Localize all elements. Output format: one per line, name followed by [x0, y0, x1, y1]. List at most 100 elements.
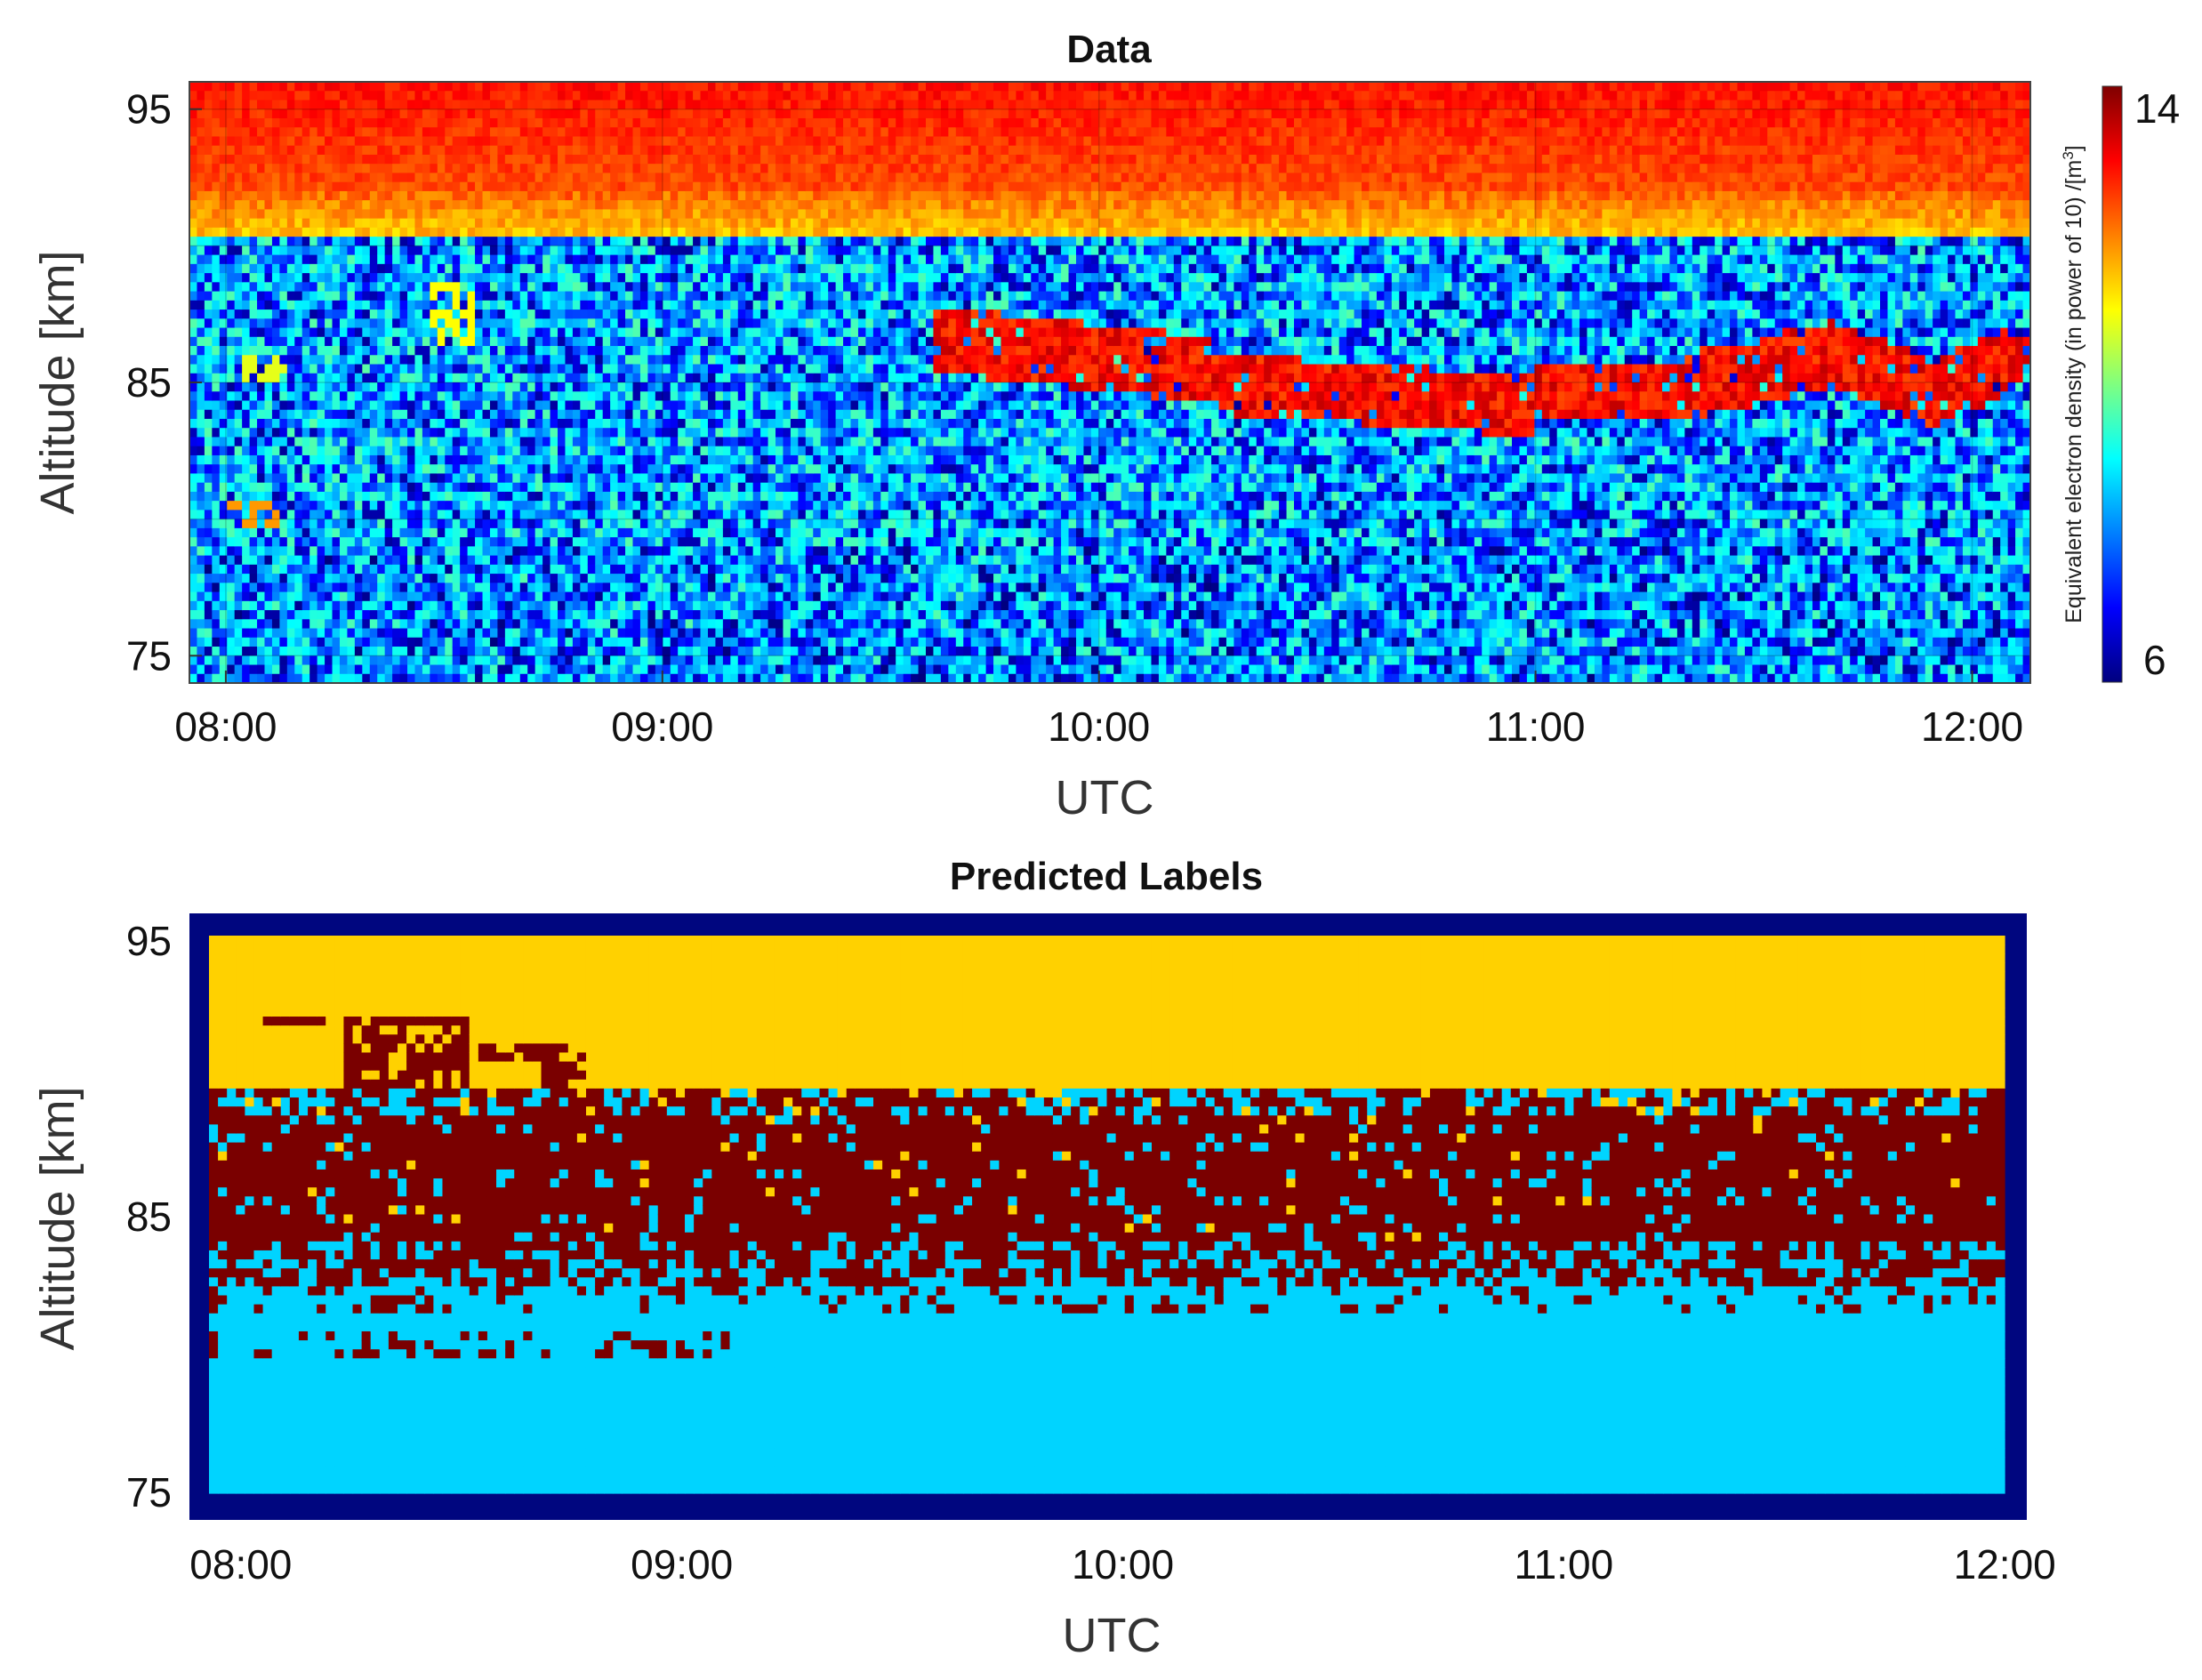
heatmap-cell — [235, 556, 243, 566]
heatmap-cell — [438, 309, 446, 319]
heatmap-cell — [603, 665, 611, 675]
heatmap-cell — [558, 655, 566, 665]
heatmap-cell — [595, 109, 603, 119]
heatmap-cell — [205, 118, 213, 128]
heatmap-cell — [686, 601, 694, 611]
heatmap-cell — [595, 519, 603, 529]
heatmap-cell — [708, 237, 716, 246]
heatmap-cell — [340, 245, 348, 255]
heatmap-cell — [250, 446, 258, 456]
heatmap-cell — [264, 483, 272, 493]
heatmap-cell — [550, 665, 559, 675]
heatmap-cell — [272, 264, 280, 274]
heatmap-cell — [708, 382, 716, 392]
heatmap-cell — [325, 255, 333, 265]
heatmap-cell — [475, 546, 483, 556]
heatmap-cell — [430, 647, 438, 656]
heatmap-cell — [302, 109, 310, 119]
heatmap-cell — [723, 292, 731, 301]
heatmap-cell — [625, 273, 633, 283]
heatmap-cell — [475, 182, 483, 192]
heatmap-cell — [325, 428, 333, 438]
heatmap-cell — [414, 355, 422, 365]
heatmap-cell — [242, 301, 250, 310]
heatmap-cell — [595, 537, 603, 547]
heatmap-cell — [678, 473, 686, 483]
heatmap-cell — [212, 173, 220, 182]
heatmap-cell — [333, 109, 341, 119]
heatmap-cell — [565, 592, 573, 602]
heatmap-cell — [730, 273, 738, 283]
heatmap-cell — [542, 173, 550, 182]
heatmap-cell — [430, 173, 438, 182]
heatmap-cell — [625, 255, 633, 265]
heatmap-cell — [647, 173, 655, 182]
heatmap-cell — [738, 674, 746, 684]
heatmap-cell — [355, 665, 363, 675]
heatmap-cell — [663, 501, 671, 510]
heatmap-cell — [580, 510, 588, 519]
heatmap-cell — [235, 82, 243, 92]
heatmap-cell — [272, 473, 280, 483]
heatmap-cell — [392, 91, 400, 100]
heatmap-cell — [227, 365, 235, 374]
heatmap-cell — [580, 237, 588, 246]
heatmap-cell — [279, 264, 287, 274]
heatmap-cell — [723, 182, 731, 192]
heatmap-cell — [535, 191, 543, 201]
heatmap-cell — [309, 473, 317, 483]
heatmap-cell — [460, 146, 468, 156]
heatmap-cell — [468, 337, 476, 347]
heatmap-cell — [385, 355, 393, 365]
heatmap-cell — [340, 273, 348, 283]
heatmap-cell — [445, 556, 453, 566]
heatmap-cell — [242, 374, 250, 383]
heatmap-cell — [708, 619, 716, 629]
heatmap-cell — [257, 109, 265, 119]
heatmap-cell — [573, 601, 581, 611]
heatmap-cell — [189, 382, 197, 392]
heatmap-cell — [603, 200, 611, 210]
heatmap-cell — [333, 245, 341, 255]
heatmap-cell — [647, 492, 655, 502]
heatmap-cell — [753, 173, 761, 182]
heatmap-cell — [340, 455, 348, 465]
heatmap-cell — [445, 245, 453, 255]
heatmap-cell — [686, 136, 694, 146]
heatmap-cell — [355, 382, 363, 392]
heatmap-cell — [610, 437, 618, 446]
heatmap-cell — [212, 136, 220, 146]
heatmap-cell — [400, 301, 408, 310]
heatmap-cell — [490, 109, 498, 119]
heatmap-cell — [595, 455, 603, 465]
heatmap-cell — [595, 273, 603, 283]
heatmap-cell — [745, 629, 753, 639]
heatmap-cell — [550, 91, 559, 100]
heatmap-cell — [745, 173, 753, 182]
heatmap-cell — [445, 410, 453, 420]
heatmap-cell — [595, 100, 603, 109]
heatmap-cell — [407, 674, 415, 684]
heatmap-cell — [287, 492, 295, 502]
heatmap-cell — [197, 528, 205, 538]
heatmap-cell — [205, 647, 213, 656]
heatmap-cell — [505, 264, 513, 274]
heatmap-cell — [730, 245, 738, 255]
heatmap-cell — [370, 419, 378, 429]
heatmap-cell — [505, 546, 513, 556]
heatmap-cell — [745, 400, 753, 410]
heatmap-cell — [588, 446, 596, 456]
heatmap-cell — [264, 245, 272, 255]
heatmap-cell — [287, 501, 295, 510]
heatmap-cell — [738, 255, 746, 265]
heatmap-cell — [205, 200, 213, 210]
heatmap-cell — [250, 209, 258, 219]
heatmap-cell — [671, 638, 679, 647]
heatmap-cell — [708, 528, 716, 538]
heatmap-cell — [753, 282, 761, 292]
heatmap-cell — [595, 546, 603, 556]
heatmap-cell — [738, 146, 746, 156]
heatmap-cell — [377, 638, 385, 647]
heatmap-cell — [558, 146, 566, 156]
heatmap-cell — [407, 610, 415, 620]
